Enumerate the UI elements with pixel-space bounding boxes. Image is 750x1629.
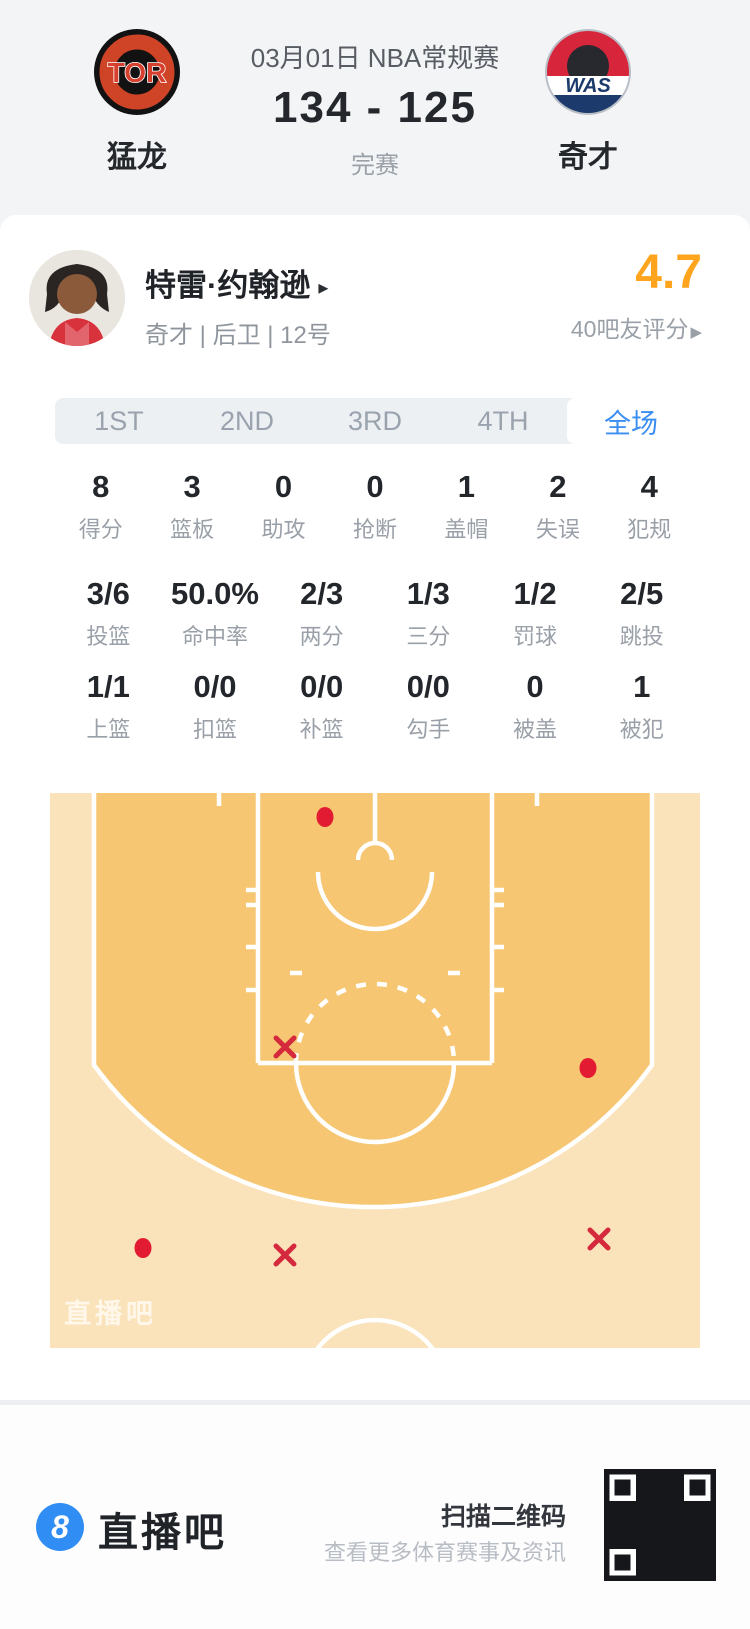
section-divider (0, 1400, 750, 1405)
stats-row-shooting: 3/6 投篮 50.0% 命中率 2/3 两分 1/3 三分 1/2 罚球 2/5 跳投 (55, 577, 695, 651)
svg-text:TOR: TOR (108, 57, 167, 88)
stat-label: 盖帽 (444, 517, 489, 542)
made-shot-marker (316, 807, 334, 827)
app-footer: 8 直播吧 扫描二维码 查看更多体育赛事及资讯 (0, 1405, 750, 1629)
stat-label: 勾手 (406, 717, 451, 742)
stat-value: 1/1 (86, 669, 130, 704)
stat-value: 2/5 (620, 576, 664, 611)
stat-value: 0/0 (193, 669, 237, 704)
made-shot-marker (579, 1058, 597, 1078)
match-info: 03月01日 NBA常规赛 134 - 125 完赛 (185, 38, 565, 180)
away-team-logo-icon: WAS (545, 29, 631, 115)
stat-value: 0 (526, 669, 544, 704)
tab-3rd[interactable]: 3RD (347, 405, 402, 436)
stat-label: 篮板 (170, 517, 215, 542)
match-header: TOR 猛龙 03月01日 NBA常规赛 134 - 125 完赛 WAS (0, 0, 750, 215)
player-info: 奇才 | 后卫 | 12号 (145, 322, 331, 349)
stat-value: 1/2 (513, 576, 557, 611)
tab-1st[interactable]: 1ST (94, 405, 144, 436)
qr-code (604, 1469, 716, 1581)
stat-label: 抢断 (352, 517, 397, 542)
tab-full-game[interactable]: 全场 (567, 398, 695, 444)
made-shot-marker (134, 1238, 152, 1258)
tab-4th[interactable]: 4TH (477, 405, 529, 436)
stat-label: 助攻 (261, 517, 306, 542)
stat-label: 被犯 (619, 717, 664, 742)
stat-value: 2/3 (300, 576, 344, 611)
stats-row-shot-types: 1/1 上篮 0/0 扣篮 0/0 补篮 0/0 勾手 0 被盖 1 被犯 (55, 670, 695, 744)
missed-shot-marker (587, 1227, 611, 1251)
home-team[interactable]: TOR 猛龙 (57, 28, 217, 176)
stat-value: 0/0 (406, 669, 450, 704)
stat-label: 命中率 (182, 624, 249, 649)
qr-scan-subtitle: 查看更多体育赛事及资讯 (323, 1540, 566, 1565)
rating-value: 4.7 (635, 246, 702, 299)
stat-value: 1/3 (406, 576, 450, 611)
missed-shot-marker (273, 1035, 297, 1059)
arrow-right-icon: ▶ (690, 323, 702, 341)
period-tabs: 1ST 2ND 3RD 4TH 全场 (55, 398, 695, 444)
shot-chart-court: 直播吧 (50, 793, 700, 1348)
rating-label: 40吧友评分 (570, 315, 689, 342)
stat-value: 1 (457, 469, 476, 504)
missed-shot-marker (273, 1243, 297, 1267)
stat-label: 投篮 (86, 624, 131, 649)
stat-label: 三分 (406, 624, 451, 649)
svg-text:WAS: WAS (565, 75, 611, 97)
stat-label: 犯规 (627, 517, 672, 542)
court-watermark: 直播吧 (64, 1299, 157, 1329)
home-team-logo-icon: TOR (94, 29, 180, 115)
stat-value: 0 (366, 469, 384, 504)
stat-value: 3 (183, 469, 201, 504)
zhiboba-logo-icon: 8 (36, 1503, 84, 1551)
stat-value: 0 (274, 469, 293, 504)
match-score: 134 - 125 (273, 83, 477, 132)
stat-label: 跳投 (619, 624, 664, 649)
stat-value: 8 (92, 469, 110, 504)
stat-label: 扣篮 (193, 717, 238, 742)
stat-value: 4 (640, 469, 658, 504)
stat-value: 1 (633, 669, 651, 704)
stat-value: 3/6 (86, 576, 130, 611)
caret-right-icon: ▸ (318, 277, 329, 299)
away-team-name: 奇才 (558, 141, 618, 174)
match-date: 03月01日 NBA常规赛 (250, 43, 500, 73)
stat-label: 得分 (78, 517, 123, 542)
rating-block[interactable]: 4.7 40吧友评分 ▶ (570, 246, 702, 344)
player-name-link[interactable]: 特雷·约翰逊 ▸ (145, 260, 328, 305)
away-team[interactable]: WAS 奇才 (508, 28, 668, 176)
stat-label: 补篮 (299, 717, 344, 742)
shot-markers (134, 807, 611, 1267)
home-team-name: 猛龙 (107, 141, 167, 174)
stat-value: 50.0% (171, 576, 259, 611)
stat-label: 上篮 (86, 717, 131, 742)
player-avatar[interactable] (29, 250, 125, 346)
tab-2nd[interactable]: 2ND (219, 405, 274, 436)
stat-label: 被盖 (513, 717, 558, 742)
player-photo (29, 250, 125, 346)
stat-value: 2 (549, 469, 567, 504)
stat-value: 0/0 (300, 669, 344, 704)
stat-label: 罚球 (513, 624, 558, 649)
match-status: 完赛 (351, 152, 399, 179)
stats-row-basic: 8 得分 3 篮板 0 助攻 0 抢断 1 盖帽 2 失误 4 犯规 (55, 470, 695, 544)
stat-label: 失误 (535, 517, 580, 542)
brand-name: 直播吧 (98, 1511, 227, 1555)
stat-label: 两分 (299, 624, 344, 649)
player-name: 特雷·约翰逊 (145, 268, 311, 303)
player-stats-card: 特雷·约翰逊 ▸ 奇才 | 后卫 | 12号 4.7 40吧友评分 ▶ 1ST 2N… (0, 215, 750, 1400)
qr-scan-title: 扫描二维码 (440, 1503, 566, 1531)
